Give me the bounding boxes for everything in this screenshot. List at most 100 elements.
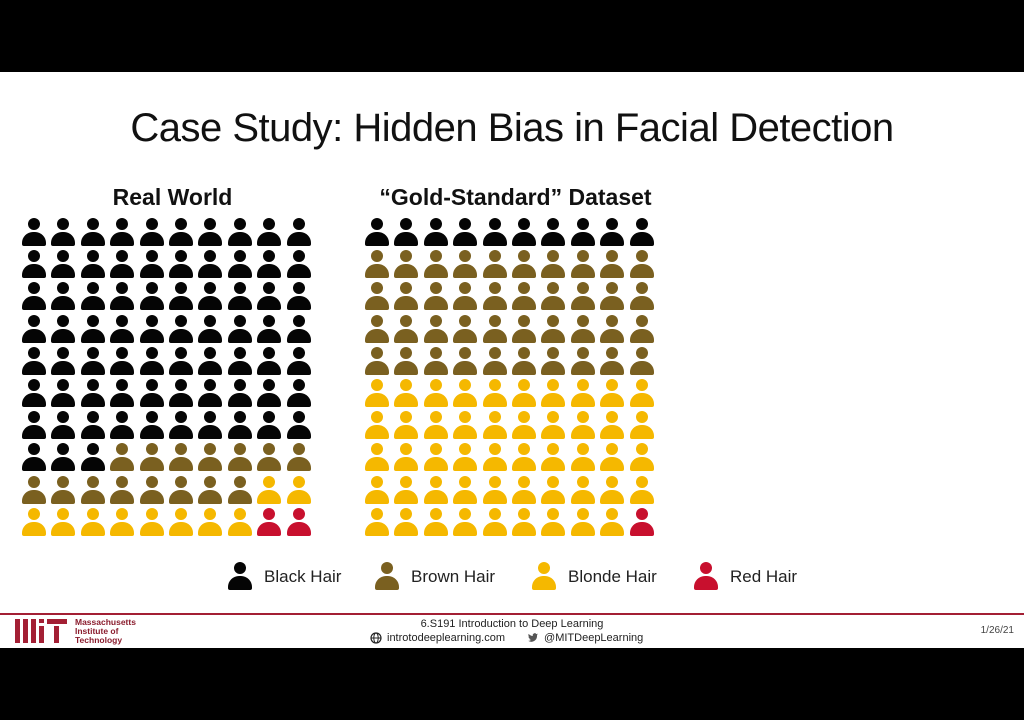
person-icon-black — [20, 314, 48, 345]
person-icon-black — [20, 443, 48, 473]
person-icon-blonde — [167, 507, 195, 538]
person-icon-black — [363, 218, 391, 248]
person-icon-blonde — [569, 475, 597, 506]
person-icon-brown — [598, 314, 626, 345]
person-icon-brown — [363, 282, 391, 312]
person-icon-brown — [481, 250, 509, 280]
person-icon-black — [255, 411, 283, 441]
person-icon-black — [285, 282, 313, 312]
person-icon-black — [108, 218, 136, 248]
person-icon-brown — [422, 346, 450, 377]
person-icon-blonde — [598, 443, 626, 473]
person-icon-black — [510, 218, 538, 248]
person-icon — [373, 562, 401, 592]
person-icon-blonde — [628, 411, 656, 441]
legend-label: Black Hair — [264, 567, 342, 586]
person-icon-black — [49, 379, 77, 409]
person-icon-brown — [451, 282, 479, 312]
person-icon-black — [79, 218, 107, 248]
person-icon-black — [108, 250, 136, 280]
person-icon-red — [628, 507, 656, 538]
person-icon-black — [226, 218, 254, 248]
person-icon-black — [138, 218, 166, 248]
person-icon-blonde — [138, 507, 166, 538]
legend-label: Brown Hair — [411, 567, 496, 586]
person-icon-blonde — [392, 379, 420, 409]
person-icon-black — [49, 314, 77, 345]
person-icon-black — [167, 218, 195, 248]
person-icon-black — [79, 379, 107, 409]
person-icon-black — [108, 282, 136, 312]
person-icon-brown — [510, 314, 538, 345]
person-icon-black — [49, 411, 77, 441]
person-icon-brown — [363, 346, 391, 377]
person-icon-brown — [226, 443, 254, 473]
person-icon-black — [226, 250, 254, 280]
person-icon-blonde — [510, 443, 538, 473]
person-icon-blonde — [569, 379, 597, 409]
person-icon-blonde — [363, 379, 391, 409]
person-icon-blonde — [539, 443, 567, 473]
person-icon-black — [226, 282, 254, 312]
person-icon-black — [598, 218, 626, 248]
person-icon-brown — [628, 346, 656, 377]
person-icon-blonde — [422, 507, 450, 538]
person-icon-brown — [167, 443, 195, 473]
person-icon-black — [138, 411, 166, 441]
gold-standard-grid — [363, 218, 663, 544]
legend-label: Red Hair — [730, 567, 798, 586]
real-world-title: Real World — [112, 184, 233, 210]
person-icon-brown — [539, 282, 567, 312]
person-icon-blonde — [628, 443, 656, 473]
mit-logo — [15, 619, 67, 643]
twitter-handle[interactable]: @MITDeepLearning — [544, 632, 644, 644]
person-icon-black — [255, 250, 283, 280]
person-icon-blonde — [539, 411, 567, 441]
person-icon-black — [226, 314, 254, 345]
person-icon-black — [285, 314, 313, 345]
person-icon-black — [79, 250, 107, 280]
website-link[interactable]: introtodeeplearning.com — [387, 632, 506, 644]
person-icon-black — [285, 411, 313, 441]
person-icon-black — [20, 411, 48, 441]
legend-label: Blonde Hair — [568, 567, 657, 586]
person-icon-blonde — [226, 507, 254, 538]
person-icon-black — [285, 218, 313, 248]
person-icon-blonde — [569, 507, 597, 538]
person-icon-blonde — [481, 379, 509, 409]
person-icon-black — [79, 282, 107, 312]
person-icon-black — [196, 346, 224, 377]
person-icon-red — [255, 507, 283, 538]
person-icon-brown — [422, 250, 450, 280]
person-icon-blonde — [49, 507, 77, 538]
twitter-icon — [528, 633, 539, 642]
person-icon-black — [167, 411, 195, 441]
person-icon-brown — [451, 250, 479, 280]
person-icon-black — [79, 346, 107, 377]
person-icon-brown — [167, 475, 195, 506]
person-icon-black — [79, 314, 107, 345]
person-icon-black — [20, 346, 48, 377]
person-icon-black — [20, 379, 48, 409]
slide: Case Study: Hidden Bias in Facial Detect… — [0, 72, 1024, 648]
person-icon-black — [167, 346, 195, 377]
person-icon-brown — [20, 475, 48, 506]
person-icon-brown — [79, 475, 107, 506]
person-icon-brown — [392, 314, 420, 345]
person-icon-brown — [196, 443, 224, 473]
person-icon-black — [138, 314, 166, 345]
institution-name: Massachusetts Institute of Technology — [75, 617, 136, 645]
person-icon-blonde — [422, 411, 450, 441]
person-icon-brown — [481, 346, 509, 377]
person-icon-blonde — [539, 507, 567, 538]
person-icon-blonde — [628, 379, 656, 409]
person-icon-black — [255, 314, 283, 345]
person-icon-brown — [226, 475, 254, 506]
person-icon-black — [196, 411, 224, 441]
person-icon-black — [138, 282, 166, 312]
person-icon-blonde — [392, 443, 420, 473]
gold-standard-title: “Gold-Standard” Dataset — [379, 184, 652, 210]
person-icon-black — [196, 314, 224, 345]
person-icon-blonde — [598, 507, 626, 538]
person-icon-black — [196, 218, 224, 248]
